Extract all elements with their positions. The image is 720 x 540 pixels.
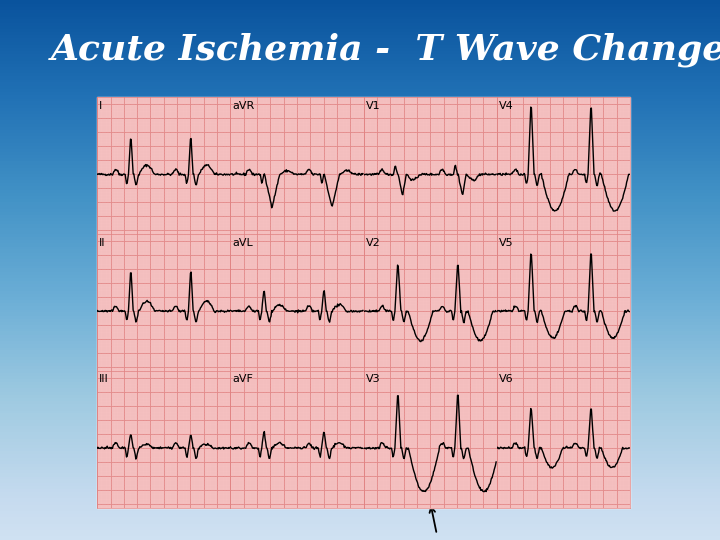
Text: aVR: aVR (233, 100, 255, 111)
Text: III: III (99, 374, 109, 384)
Text: aVF: aVF (233, 374, 253, 384)
Text: aVL: aVL (233, 238, 253, 247)
Text: II: II (99, 238, 106, 247)
Text: V4: V4 (499, 100, 513, 111)
Text: V5: V5 (499, 238, 513, 247)
Text: V1: V1 (366, 100, 380, 111)
Text: Acute Ischemia -  T Wave Changes: Acute Ischemia - T Wave Changes (50, 32, 720, 67)
Text: V3: V3 (366, 374, 380, 384)
Text: V2: V2 (366, 238, 380, 247)
Text: I: I (99, 100, 102, 111)
Text: V6: V6 (499, 374, 513, 384)
